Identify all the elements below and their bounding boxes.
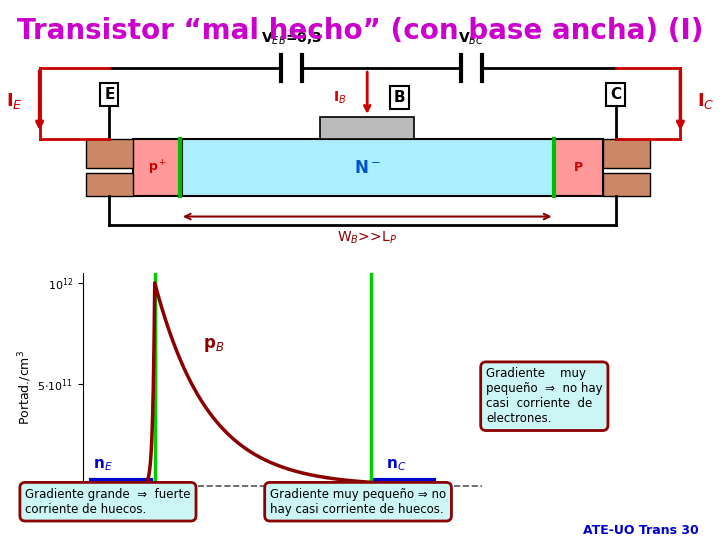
Text: Gradiente grande  ⇒  fuerte
corriente de huecos.: Gradiente grande ⇒ fuerte corriente de h… bbox=[25, 488, 191, 516]
Text: n$_E$: n$_E$ bbox=[93, 458, 112, 474]
Bar bbox=[86, 173, 133, 195]
Text: P: P bbox=[575, 161, 583, 174]
Bar bbox=[603, 139, 650, 168]
Text: ATE-UO Trans 30: ATE-UO Trans 30 bbox=[582, 524, 698, 537]
Text: I$_C$: I$_C$ bbox=[697, 91, 714, 111]
Bar bbox=[86, 139, 133, 168]
Bar bbox=[554, 139, 603, 195]
Text: W$_B$>>L$_P$: W$_B$>>L$_P$ bbox=[337, 229, 397, 246]
Y-axis label: Portad./cm$^3$: Portad./cm$^3$ bbox=[17, 350, 35, 425]
Bar bbox=[180, 139, 554, 195]
Text: V$_{EB}$=0,3: V$_{EB}$=0,3 bbox=[261, 31, 322, 47]
Text: Gradiente muy pequeño ⇒ no
hay casi corriente de huecos.: Gradiente muy pequeño ⇒ no hay casi corr… bbox=[270, 488, 446, 516]
Text: N$^-$: N$^-$ bbox=[354, 159, 381, 177]
Text: I$_E$: I$_E$ bbox=[6, 91, 23, 111]
Bar bbox=[603, 173, 650, 195]
Text: E: E bbox=[104, 87, 114, 102]
Text: V$_{BC}$: V$_{BC}$ bbox=[459, 31, 485, 47]
Bar bbox=[133, 139, 182, 195]
Text: Gradiente    muy
pequeño  ⇒  no hay
casi  corriente  de
electrones.: Gradiente muy pequeño ⇒ no hay casi corr… bbox=[486, 367, 603, 425]
Bar bbox=[320, 117, 414, 139]
Text: p$_B$: p$_B$ bbox=[203, 336, 224, 354]
Text: n$_C$: n$_C$ bbox=[387, 458, 407, 474]
Text: B: B bbox=[394, 90, 405, 105]
Text: I$_B$: I$_B$ bbox=[333, 90, 346, 106]
Text: Transistor “mal hecho” (con base ancha) (I): Transistor “mal hecho” (con base ancha) … bbox=[17, 17, 703, 45]
Text: p$^+$: p$^+$ bbox=[148, 159, 167, 177]
Text: C: C bbox=[610, 87, 621, 102]
